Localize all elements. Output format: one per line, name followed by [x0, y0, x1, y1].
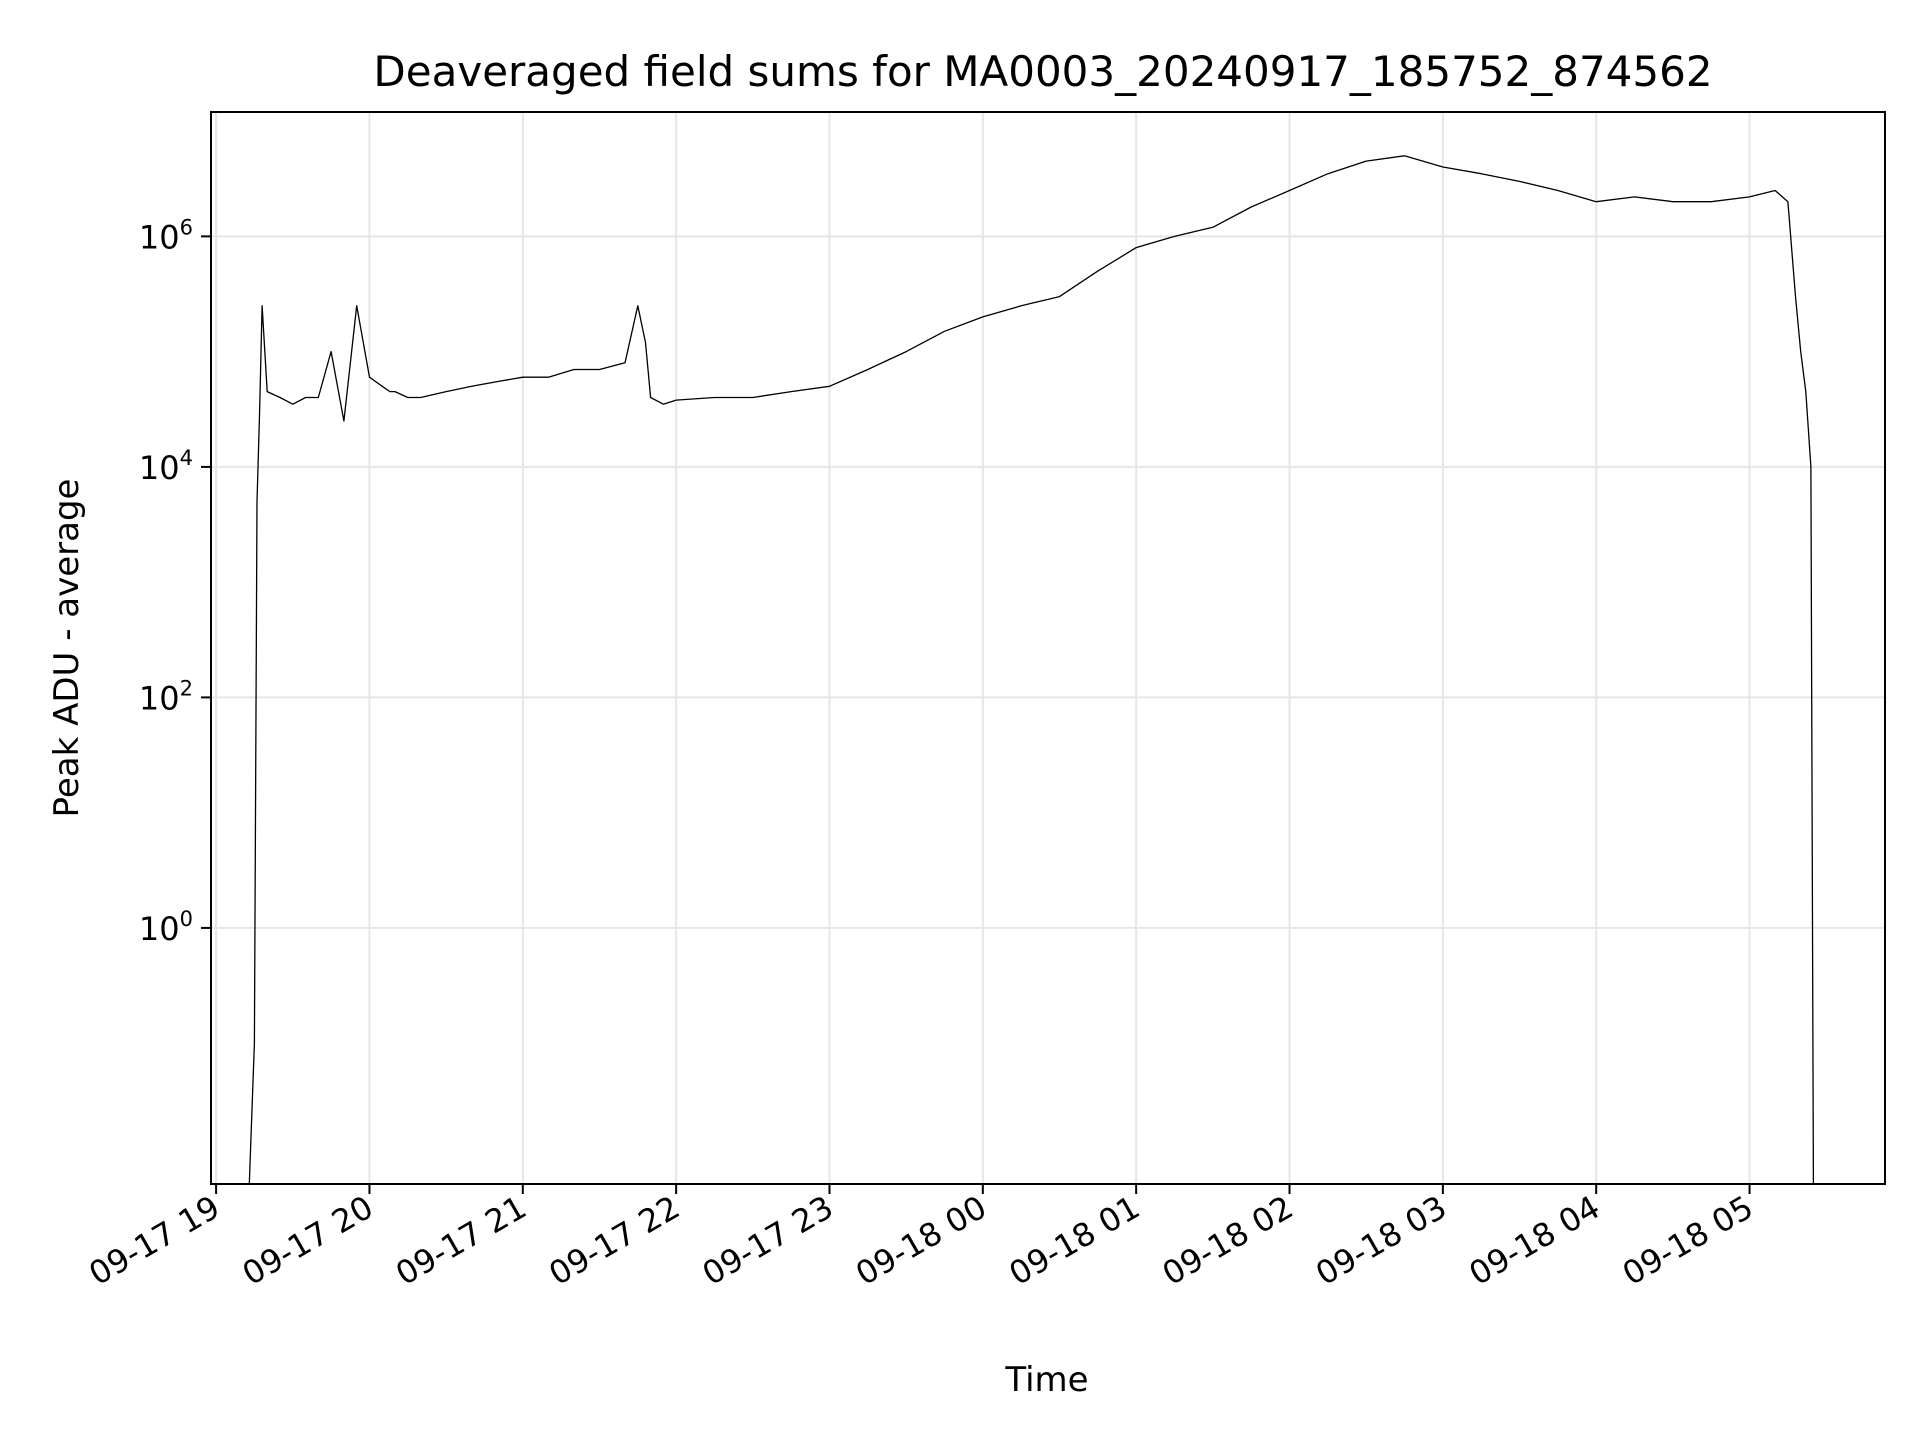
y-tick-label: 106 [139, 215, 193, 256]
y-tick-label: 102 [139, 676, 193, 717]
grid-lines [211, 112, 1885, 1184]
y-tick-label: 104 [139, 446, 193, 487]
plot-frame [210, 111, 1886, 1185]
data-series-line [248, 155, 1815, 1185]
y-tick-label: 100 [139, 907, 193, 948]
x-axis-label: Time [1004, 1360, 1088, 1400]
y-axis-ticks: 100 102 104 106 [139, 215, 211, 948]
chart-title: Deaveraged field sums for MA0003_2024091… [373, 47, 1712, 96]
y-axis-label: Peak ADU - average [47, 479, 87, 818]
